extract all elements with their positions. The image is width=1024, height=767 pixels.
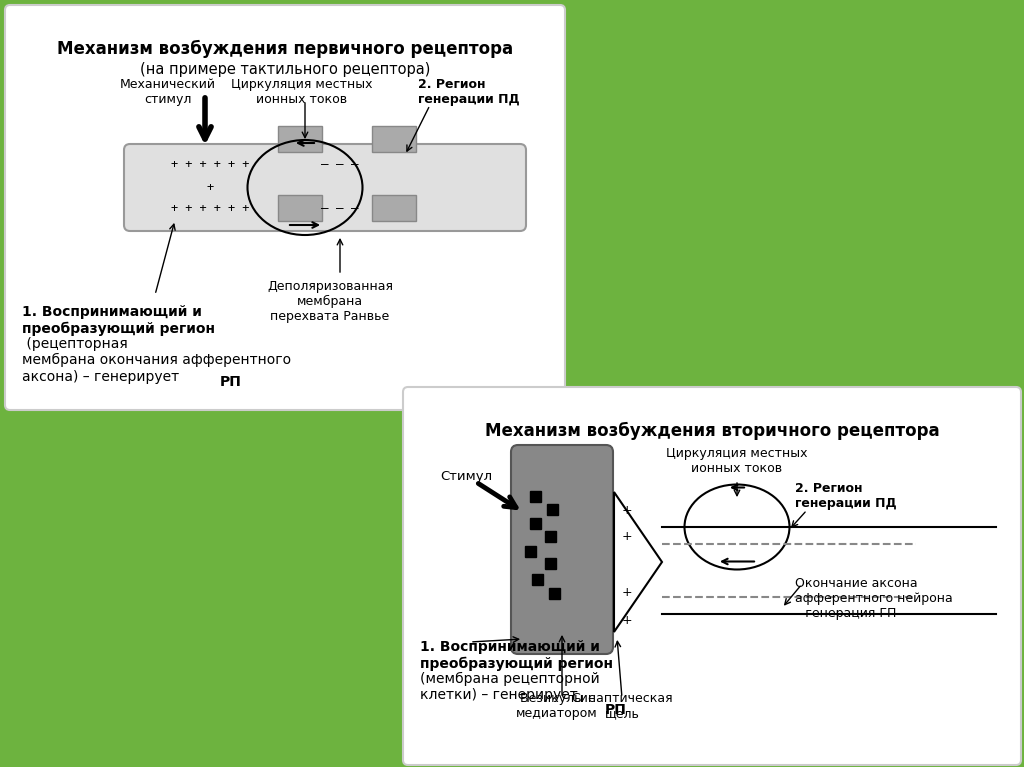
Bar [530, 518, 541, 529]
Text: Везикулы с
медиатором: Везикулы с медиатором [516, 692, 598, 720]
Bar [525, 546, 536, 557]
Text: + + + + + +: + + + + + + [171, 202, 249, 215]
Text: Механический
стимул: Механический стимул [120, 78, 216, 106]
Text: 2. Регион
генерации ПД: 2. Регион генерации ПД [418, 78, 519, 106]
Bar [545, 558, 556, 569]
Text: +: + [622, 503, 633, 516]
Text: 1. Воспринимающий и
преобразующий регион: 1. Воспринимающий и преобразующий регион [420, 640, 613, 670]
Text: Механизм возбуждения вторичного рецептора: Механизм возбуждения вторичного рецептор… [484, 422, 939, 440]
Text: – – –: – – – [322, 159, 358, 172]
Text: (мембрана рецепторной
клетки) – генерирует: (мембрана рецепторной клетки) – генериру… [420, 672, 600, 703]
Text: 2. Регион
генерации ПД: 2. Регион генерации ПД [795, 482, 897, 510]
Text: +: + [622, 585, 633, 598]
Text: (рецепторная
мембрана окончания афферентного
аксона) – генерирует: (рецепторная мембрана окончания афферент… [22, 337, 291, 384]
Text: Циркуляция местных
ионных токов: Циркуляция местных ионных токов [231, 78, 373, 106]
FancyBboxPatch shape [5, 5, 565, 410]
Text: +: + [622, 531, 633, 544]
Bar [545, 531, 556, 542]
Bar [372, 195, 416, 221]
Text: Механизм возбуждения первичного рецептора: Механизм возбуждения первичного рецептор… [57, 40, 513, 58]
Text: РП: РП [605, 703, 627, 717]
FancyBboxPatch shape [511, 445, 613, 654]
Text: РП: РП [220, 375, 242, 389]
FancyBboxPatch shape [403, 387, 1021, 765]
Bar [547, 504, 558, 515]
FancyBboxPatch shape [124, 144, 526, 231]
Text: +: + [207, 180, 214, 193]
Bar [278, 195, 322, 221]
Text: +: + [622, 614, 633, 627]
Text: + + + + + +: + + + + + + [171, 159, 249, 172]
Text: Синаптическая
щель: Синаптическая щель [571, 692, 673, 720]
Text: Деполяризованная
мембрана
перехвата Ранвье: Деполяризованная мембрана перехвата Ранв… [267, 280, 393, 323]
Text: (на примере тактильного рецептора): (на примере тактильного рецептора) [140, 62, 430, 77]
Text: – – –: – – – [322, 202, 358, 215]
Bar [549, 588, 560, 599]
Bar [530, 491, 541, 502]
Bar [532, 574, 543, 585]
Text: Окончание аксона
афферентного нейрона
– генерация ГП: Окончание аксона афферентного нейрона – … [795, 577, 952, 620]
Bar [372, 126, 416, 152]
Text: 1. Воспринимающий и
преобразующий регион: 1. Воспринимающий и преобразующий регион [22, 305, 215, 336]
Text: Циркуляция местных
ионных токов: Циркуляция местных ионных токов [667, 447, 808, 475]
Bar [278, 126, 322, 152]
Text: Стимул: Стимул [440, 470, 493, 483]
